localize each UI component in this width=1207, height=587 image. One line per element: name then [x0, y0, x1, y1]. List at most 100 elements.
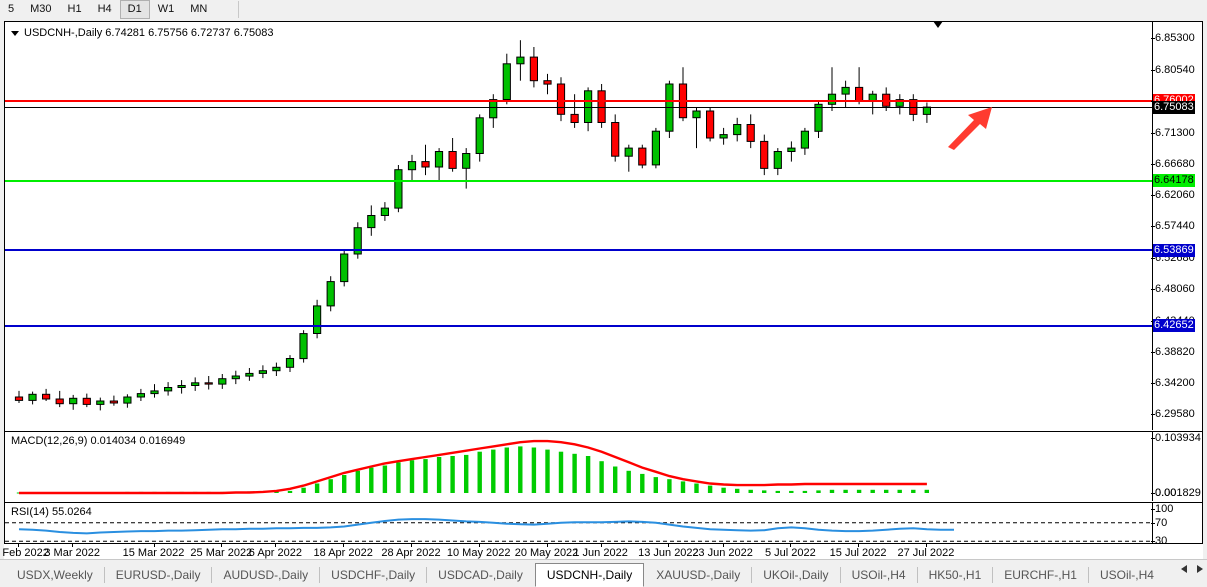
chart-tab-usdx-weekly[interactable]: USDX,Weekly	[17, 568, 93, 582]
price-tick: 6.80540	[1151, 64, 1195, 77]
time-tick-mark	[546, 543, 548, 547]
macd-tick-zero: 0.00	[1150, 487, 1177, 499]
time-tick-mark	[18, 543, 19, 547]
time-tick-mark	[72, 543, 74, 547]
tab-divider	[103, 567, 105, 583]
time-tick-label: 23 Jun 2022	[692, 547, 753, 559]
timeframe-button-mn[interactable]: MN	[190, 3, 208, 15]
timeframe-button-5[interactable]: 5	[8, 3, 15, 15]
time-tick-mark	[411, 543, 412, 547]
symbol-header-text: USDCNH-,Daily 6.74281 6.75756 6.72737 6.…	[24, 27, 274, 39]
time-tick-mark	[790, 543, 792, 547]
tab-divider	[319, 567, 321, 583]
rsi-scale-divider	[1152, 503, 1153, 557]
time-tick-mark	[153, 543, 155, 547]
timeframe-button-h1[interactable]: H1	[67, 3, 82, 15]
tab-divider	[1087, 567, 1089, 583]
level-line-blue-upper[interactable]	[5, 249, 1152, 252]
bid-price-label: 6.75083	[1153, 100, 1195, 114]
macd-axis: 0.103934 0.001829 0.00	[1150, 432, 1202, 501]
chart-tab-xauusd-daily[interactable]: XAUUSD-,Daily	[656, 568, 741, 582]
price-tick: 6.34200	[1151, 376, 1195, 389]
time-tick-mark	[343, 543, 345, 547]
price-scale-divider	[1152, 22, 1153, 430]
tab-scroll-left-icon[interactable]	[1181, 565, 1187, 573]
time-tick-mark	[925, 543, 927, 547]
tab-divider	[992, 567, 994, 583]
rsi-pane[interactable]: RSI(14) 55.0264 10070300	[5, 502, 1202, 557]
timeframe-button-d1[interactable]: D1	[119, 0, 150, 19]
chart-tab-audusd-daily[interactable]: AUDUSD-,Daily	[223, 568, 309, 582]
time-tick-mark	[858, 543, 860, 547]
collapse-triangle-icon[interactable]	[11, 30, 19, 36]
time-tick-label: 15 Jul 2022	[829, 547, 887, 559]
chart-tab-usdcnh-daily[interactable]: USDCNH-,Daily	[534, 563, 645, 587]
macd-indicator-chart	[16, 439, 929, 495]
rsi-header: RSI(14) 55.0264	[11, 506, 92, 518]
support-price-label: 6.64178	[1153, 174, 1195, 188]
macd-pane[interactable]: MACD(12,26,9) 0.014034 0.016949 0.103934…	[5, 431, 1202, 501]
timeframe-button-h4[interactable]: H4	[97, 3, 112, 15]
price-plot-area[interactable]	[5, 22, 1152, 430]
rsi-tick-30: 30	[1150, 535, 1168, 547]
time-tick-label: 20 May 2022	[514, 547, 579, 559]
macd-plot-area	[5, 432, 1152, 501]
price-pane[interactable]: USDCNH-,Daily 6.74281 6.75756 6.72737 6.…	[5, 22, 1202, 430]
time-tick-label: 15 Mar 2022	[122, 547, 185, 559]
up-arrow-annotation-icon[interactable]	[943, 104, 995, 152]
time-tick-mark	[221, 543, 223, 547]
chart-tab-usoil-h4[interactable]: USOil-,H4	[851, 568, 906, 582]
chart-window[interactable]: USDCNH-,Daily 6.74281 6.75756 6.72737 6.…	[4, 21, 1203, 558]
level-line-blue-lower[interactable]	[5, 324, 1152, 327]
timeframe-button-w1[interactable]: W1	[157, 3, 175, 15]
candlestick-chart	[14, 40, 931, 411]
price-tick: 6.71300	[1151, 126, 1195, 139]
tab-divider	[426, 567, 428, 583]
tab-scroll-right-icon[interactable]	[1197, 565, 1203, 573]
chart-tab-usdcad-daily[interactable]: USDCAD-,Daily	[438, 568, 523, 582]
time-tick-label: 13 Jun 2022	[638, 547, 699, 559]
symbol-header: USDCNH-,Daily 6.74281 6.75756 6.72737 6.…	[11, 27, 274, 39]
chart-tab-usoil-h4[interactable]: USOil-,H4	[1099, 568, 1154, 582]
level-line-resistance[interactable]	[5, 99, 1152, 102]
blue-upper-price-label: 6.53869	[1153, 243, 1195, 257]
level-line-support[interactable]	[5, 179, 1152, 182]
price-tick: 6.57440	[1151, 220, 1195, 233]
time-tick-mark	[722, 543, 724, 547]
chart-tab-usdchf-daily[interactable]: USDCHF-,Daily	[331, 568, 416, 582]
chart-tab-ukoil-daily[interactable]: UKOil-,Daily	[763, 568, 829, 582]
tab-divider	[751, 567, 753, 583]
tab-divider	[211, 567, 213, 583]
macd-tick-max: 0.103934	[1151, 432, 1201, 444]
rsi-plot-area	[5, 503, 1152, 557]
rsi-tick-100: 100	[1150, 503, 1174, 515]
timeframe-buttons: 5 M30 H1 H4 D1 W1 MN	[0, 0, 215, 19]
time-tick-mark	[600, 543, 602, 547]
blue-lower-price-label: 6.42652	[1153, 319, 1195, 333]
price-tick: 6.66680	[1151, 157, 1195, 170]
price-tick: 6.48060	[1151, 283, 1195, 296]
tab-divider	[839, 567, 841, 583]
chart-tabs: USDX,Weekly EURUSD-,Daily AUDUSD-,Daily USD…	[6, 563, 1165, 587]
time-tick-label: 25 Mar 2022	[190, 547, 253, 559]
timeframe-toolbar: 5 M30 H1 H4 D1 W1 MN	[0, 0, 1207, 19]
level-line-current-price[interactable]	[5, 106, 1152, 108]
time-tick-label: 3 Mar 2022	[44, 547, 101, 559]
chart-tab-hk50-h1[interactable]: HK50-,H1	[928, 568, 982, 582]
time-tick-label: 18 Apr 2022	[313, 547, 373, 559]
time-tick-label: 28 Apr 2022	[381, 547, 441, 559]
tab-divider	[916, 567, 918, 583]
chart-tab-eurusd-daily[interactable]: EURUSD-,Daily	[115, 568, 201, 582]
time-tick-label: 1 Jun 2022	[573, 547, 628, 559]
time-tick-label: 21 Feb 2022	[0, 547, 49, 559]
chart-tab-eurchf-h1[interactable]: EURCHF-,H1	[1004, 568, 1077, 582]
timeframe-button-m30[interactable]: M30	[30, 3, 52, 15]
chart-top-marker-icon	[933, 21, 943, 28]
time-tick-mark	[275, 543, 277, 547]
tab-nav	[1181, 565, 1203, 573]
price-axis[interactable]: 6.295806.342006.388206.434406.480606.526…	[1151, 22, 1202, 430]
price-tick: 6.62060	[1151, 188, 1195, 201]
price-tick: 6.52680	[1151, 252, 1195, 265]
